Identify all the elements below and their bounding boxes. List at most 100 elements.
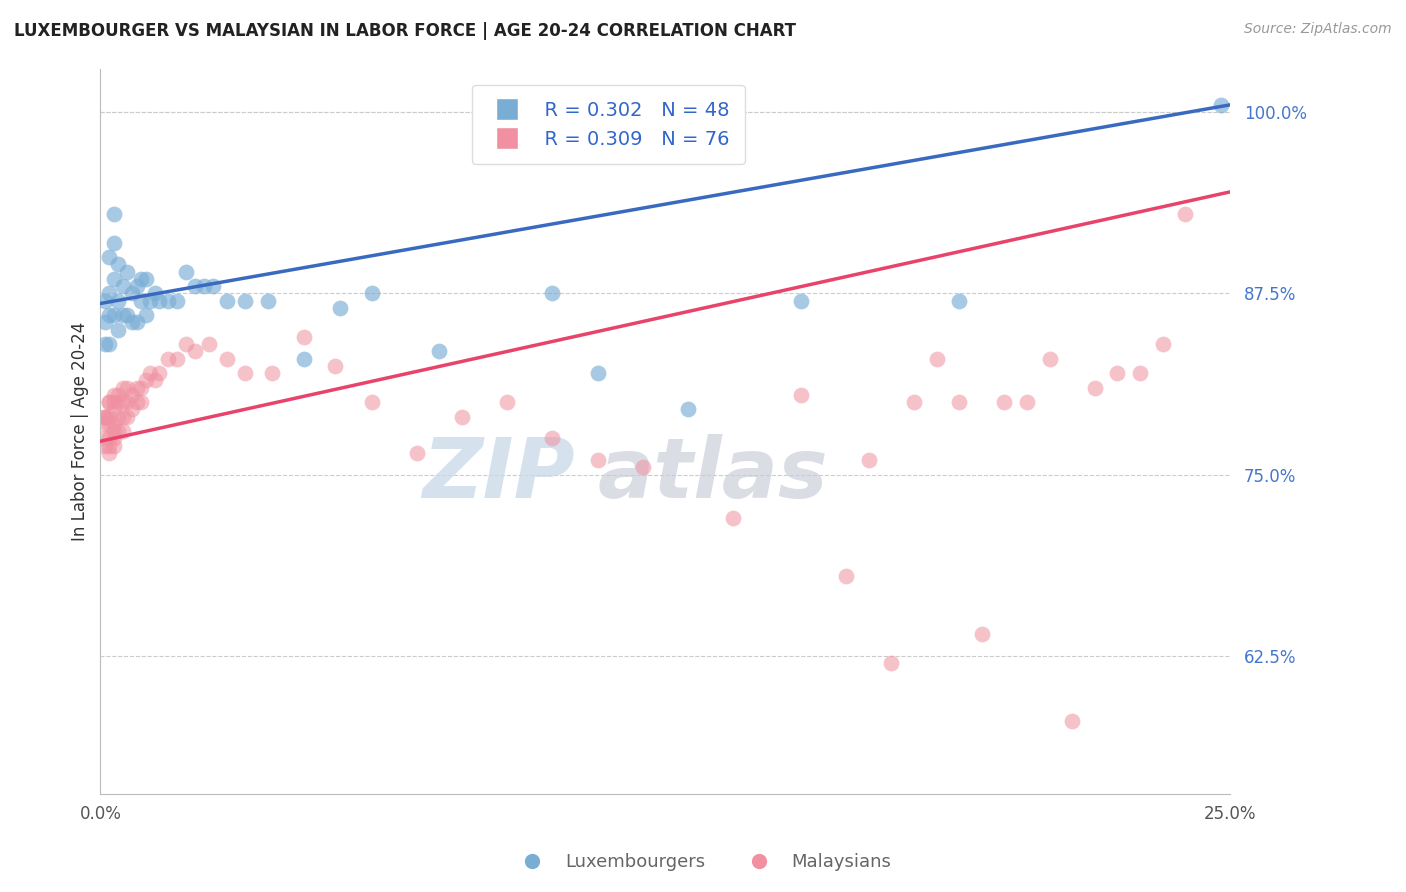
Point <box>256 293 278 308</box>
Point <box>121 388 143 402</box>
Point <box>1152 337 1174 351</box>
Point <box>586 453 609 467</box>
Point <box>117 381 139 395</box>
Point <box>107 409 129 424</box>
Text: LUXEMBOURGER VS MALAYSIAN IN LABOR FORCE | AGE 20-24 CORRELATION CHART: LUXEMBOURGER VS MALAYSIAN IN LABOR FORCE… <box>14 22 796 40</box>
Point <box>215 351 238 366</box>
Point <box>360 286 382 301</box>
Point <box>94 439 117 453</box>
Point <box>117 308 139 322</box>
Point <box>125 381 148 395</box>
Point <box>111 381 134 395</box>
Point <box>1174 206 1197 220</box>
Point <box>1211 97 1233 112</box>
Point <box>121 286 143 301</box>
Point <box>98 409 121 424</box>
Point <box>98 417 121 431</box>
Point <box>103 272 125 286</box>
Point <box>117 409 139 424</box>
Point <box>198 337 221 351</box>
Point <box>166 293 188 308</box>
Point <box>125 395 148 409</box>
Point <box>98 446 121 460</box>
Point <box>631 460 654 475</box>
Point <box>1039 351 1062 366</box>
Point <box>148 293 170 308</box>
Point <box>94 293 117 308</box>
Point <box>135 373 157 387</box>
Point <box>835 569 858 583</box>
Point <box>858 453 880 467</box>
Point <box>125 279 148 293</box>
Point <box>174 337 197 351</box>
Legend:   R = 0.302   N = 48,   R = 0.309   N = 76: R = 0.302 N = 48, R = 0.309 N = 76 <box>471 86 745 164</box>
Point <box>98 439 121 453</box>
Point <box>111 279 134 293</box>
Point <box>111 395 134 409</box>
Point <box>166 351 188 366</box>
Point <box>233 293 256 308</box>
Point <box>157 293 180 308</box>
Point <box>496 395 519 409</box>
Point <box>970 627 993 641</box>
Point <box>329 301 352 315</box>
Point <box>135 272 157 286</box>
Point <box>94 431 117 445</box>
Text: atlas: atlas <box>598 434 828 515</box>
Point <box>117 264 139 278</box>
Point <box>325 359 347 373</box>
Point <box>107 257 129 271</box>
Point <box>103 424 125 438</box>
Point <box>184 279 207 293</box>
Point <box>98 308 121 322</box>
Point <box>903 395 925 409</box>
Point <box>125 315 148 329</box>
Point <box>202 279 225 293</box>
Point <box>721 511 744 525</box>
Point <box>98 395 121 409</box>
Point <box>790 388 813 402</box>
Point <box>292 351 315 366</box>
Point <box>143 373 166 387</box>
Point <box>174 264 197 278</box>
Point <box>103 388 125 402</box>
Point <box>111 424 134 438</box>
Point <box>993 395 1015 409</box>
Point <box>103 206 125 220</box>
Point <box>94 409 117 424</box>
Point <box>139 293 162 308</box>
Point <box>107 293 129 308</box>
Point <box>1129 366 1152 380</box>
Point <box>98 395 121 409</box>
Point <box>94 315 117 329</box>
Point <box>184 344 207 359</box>
Point <box>586 366 609 380</box>
Point <box>107 395 129 409</box>
Point <box>94 417 117 431</box>
Point <box>1015 395 1038 409</box>
Point <box>129 395 152 409</box>
Point <box>98 250 121 264</box>
Point <box>111 308 134 322</box>
Point <box>541 431 564 445</box>
Point <box>107 322 129 336</box>
Point <box>676 402 699 417</box>
Point <box>233 366 256 380</box>
Point <box>948 293 970 308</box>
Point <box>262 366 284 380</box>
Point <box>121 402 143 417</box>
Point <box>139 366 162 380</box>
Point <box>103 402 125 417</box>
Point <box>143 286 166 301</box>
Point <box>157 351 180 366</box>
Point <box>94 409 117 424</box>
Point <box>98 286 121 301</box>
Point <box>98 337 121 351</box>
Point <box>94 409 117 424</box>
Point <box>790 293 813 308</box>
Point <box>94 337 117 351</box>
Point <box>107 388 129 402</box>
Point <box>129 293 152 308</box>
Text: Source: ZipAtlas.com: Source: ZipAtlas.com <box>1244 22 1392 37</box>
Point <box>103 439 125 453</box>
